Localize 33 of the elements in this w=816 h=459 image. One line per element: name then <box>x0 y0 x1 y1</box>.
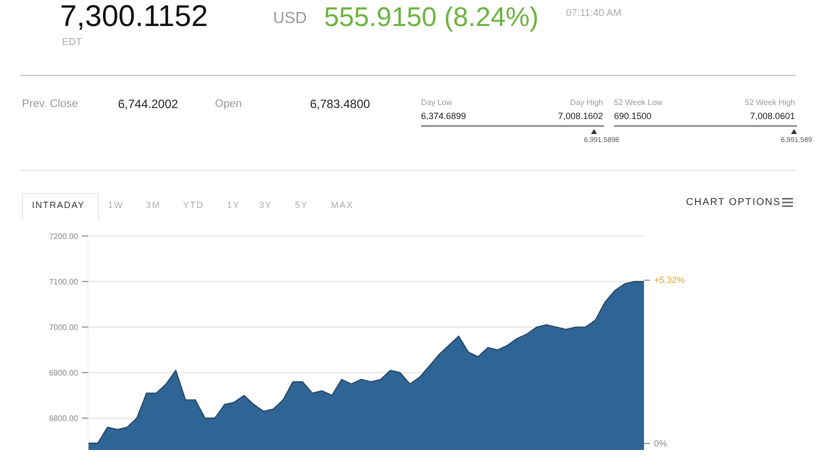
text: USD <box>273 10 307 28</box>
text: 7,300.1152 <box>60 0 208 34</box>
text: CHART OPTIONS <box>686 197 781 208</box>
text: 6,374.6899 <box>421 111 466 121</box>
y-tick-label: 6900.00 <box>49 368 79 378</box>
y2-tick-label: +5.32% <box>654 275 685 286</box>
text: Open <box>215 98 242 110</box>
y-tick-label: 6800.00 <box>49 414 79 424</box>
text: 555.9150 (8.24%) <box>324 1 539 34</box>
text: MAX <box>331 200 354 210</box>
text: Day High <box>569 98 603 107</box>
text: 3Y <box>259 200 272 210</box>
text: YTD <box>183 200 204 210</box>
text: 07:11:40 AM <box>566 8 622 19</box>
text: EDT <box>62 37 82 48</box>
text: 3M <box>146 200 161 210</box>
y2-tick-label: 0% <box>654 438 668 449</box>
text: 52 Week Low <box>614 98 662 107</box>
text: 7,008.0601 <box>748 111 795 121</box>
text: 6,783.4800 <box>310 97 370 111</box>
text: INTRADAY <box>32 200 85 210</box>
text: Prev. Close <box>22 98 78 110</box>
y-tick-label: 7100.00 <box>49 278 79 287</box>
text: 5Y <box>295 200 308 210</box>
text: Day Low <box>421 98 452 107</box>
text: 6,744.2002 <box>118 97 178 111</box>
y-tick-label: 7000.00 <box>49 323 79 332</box>
text: 1W <box>108 200 124 210</box>
text: 52 Week High <box>744 98 795 107</box>
text: 690.1500 <box>614 111 652 121</box>
y-tick-label: 7200.00 <box>49 232 79 241</box>
text: 7,008.1602 <box>556 111 603 121</box>
text: 1Y <box>227 200 240 210</box>
